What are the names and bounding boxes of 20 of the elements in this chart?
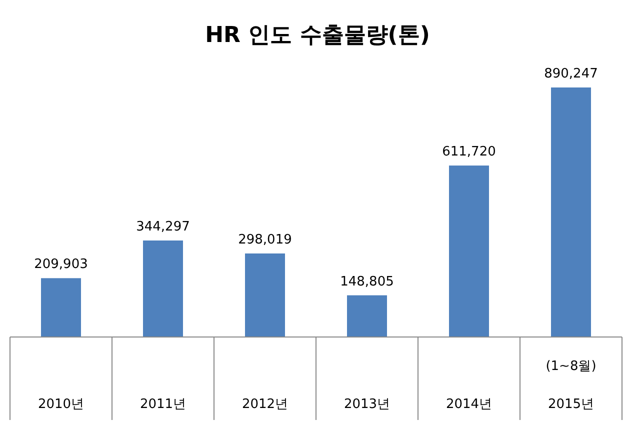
bar xyxy=(143,240,183,337)
x-tick-label: 2014년 xyxy=(446,397,492,412)
data-label: 611,720 xyxy=(442,144,496,160)
bar xyxy=(347,295,387,337)
text: (1~8월) xyxy=(546,359,596,374)
x-tick-label: 2010년 xyxy=(38,397,84,412)
data-label: 344,297 xyxy=(136,219,190,234)
x-tick-label: 2012년 xyxy=(242,397,288,412)
x-tick-label: 2013년 xyxy=(344,397,390,412)
data-label: 298,019 xyxy=(238,232,292,248)
data-label: 148,805 xyxy=(340,274,394,290)
data-label: 209,903 xyxy=(34,257,88,272)
bar xyxy=(245,253,285,337)
data-label: 890,247 xyxy=(544,66,598,82)
x-tick-label: 2011년 xyxy=(140,397,186,412)
bar xyxy=(41,278,81,337)
bar xyxy=(551,87,591,337)
chart-title: HR 인도 수출물량(톤) xyxy=(205,23,430,48)
x-tick-label: 2015년 xyxy=(548,397,594,412)
bar xyxy=(449,166,489,337)
